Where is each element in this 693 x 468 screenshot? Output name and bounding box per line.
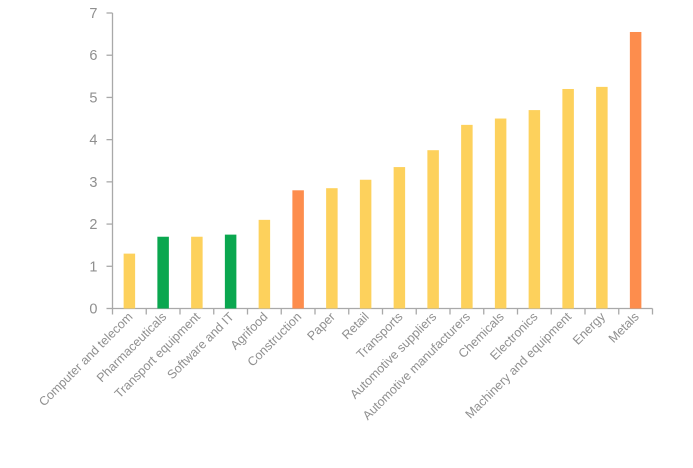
bar-chemicals <box>494 118 507 309</box>
bar-agrifood <box>258 219 271 309</box>
bar-automotive-manufacturers <box>461 124 473 309</box>
bar-transport-equipment <box>191 236 203 309</box>
y-tick-label: 2 <box>89 217 97 233</box>
y-tick-label: 1 <box>89 259 97 275</box>
y-tick-label: 6 <box>89 48 97 64</box>
y-tick-label: 3 <box>89 175 97 191</box>
x-category-label: Energy <box>570 309 608 347</box>
bar-transports <box>393 167 406 309</box>
bar-computer-and-telecom <box>123 253 136 309</box>
x-category-label: Metals <box>606 310 642 346</box>
bar-machinery-and-equipment <box>562 88 574 309</box>
bar-pharmaceuticals <box>157 236 169 309</box>
x-category-label: Paper <box>305 310 338 343</box>
y-tick-label: 0 <box>89 302 97 318</box>
bar-software-and-it <box>224 234 237 309</box>
y-tick-label: 4 <box>89 133 97 149</box>
bar-construction <box>292 190 304 309</box>
bar-electronics <box>528 110 541 309</box>
bar-automotive-suppliers <box>427 150 439 309</box>
y-tick-label: 7 <box>89 6 97 22</box>
bar-energy <box>596 86 608 309</box>
bar-metals <box>629 31 642 309</box>
bar-paper <box>326 188 338 309</box>
y-tick-label: 5 <box>89 90 97 106</box>
bar-retail <box>359 179 372 309</box>
